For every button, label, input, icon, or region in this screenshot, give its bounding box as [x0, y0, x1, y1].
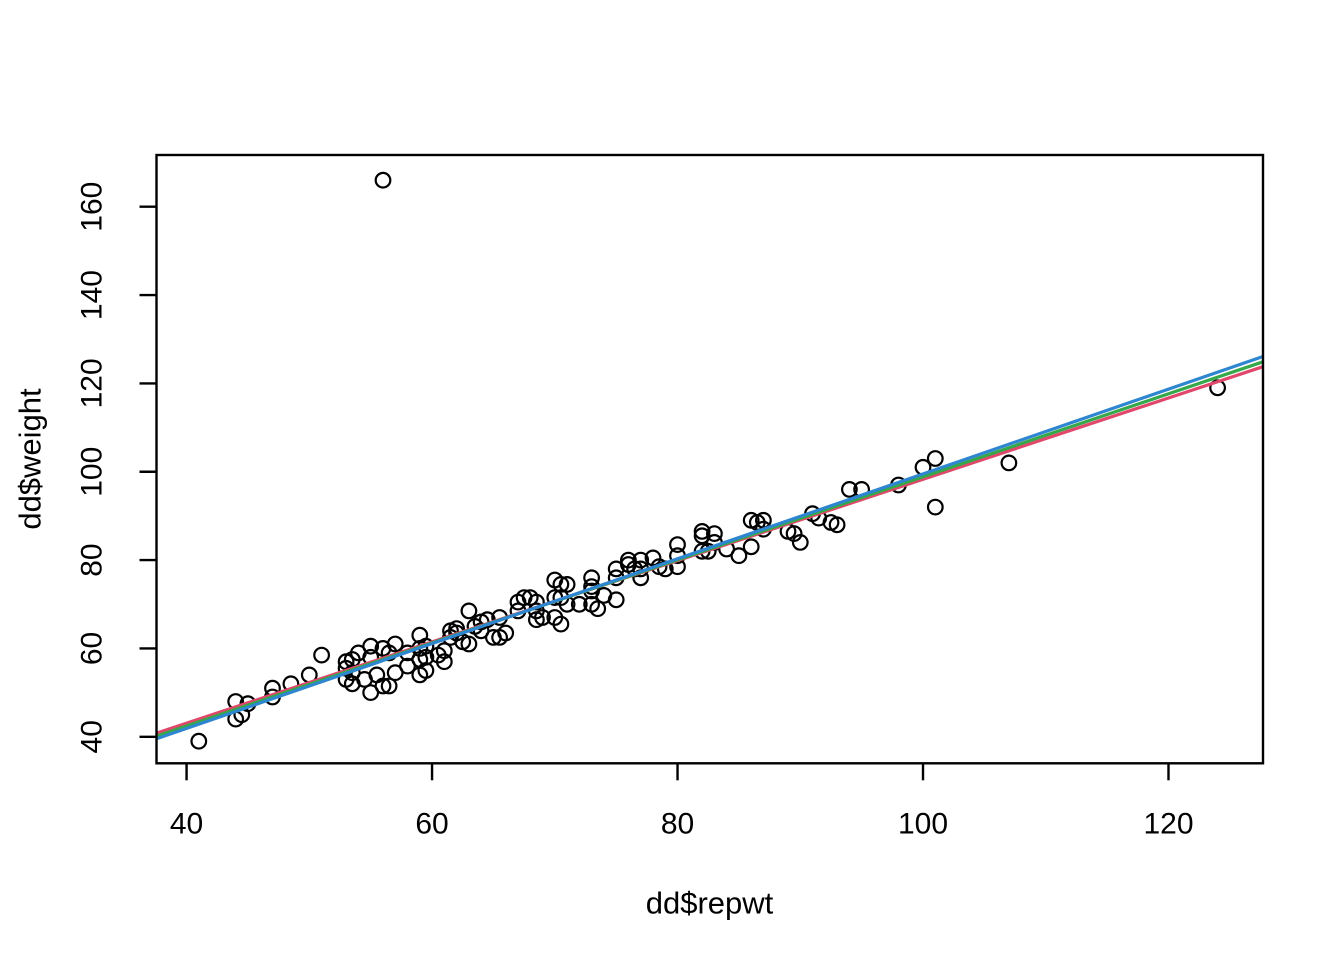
- y-tick-label: 100: [76, 447, 109, 497]
- data-point: [669, 536, 686, 553]
- y-tick-label: 120: [76, 358, 109, 408]
- scatter-points-layer: [190, 171, 1226, 750]
- y-tick-label: 140: [76, 270, 109, 320]
- data-point: [607, 591, 625, 609]
- data-point: [926, 498, 944, 516]
- y-axis-label: dd$weight: [13, 388, 48, 530]
- fit-line-blue: [155, 354, 1264, 741]
- data-point: [362, 637, 380, 655]
- data-point: [534, 609, 551, 626]
- data-point: [497, 624, 515, 642]
- data-point: [435, 642, 453, 660]
- data-point: [589, 600, 607, 618]
- data-point: [791, 534, 809, 551]
- data-point: [558, 576, 576, 593]
- data-point: [552, 576, 570, 593]
- data-point: [417, 648, 435, 666]
- x-tick-label: 100: [898, 808, 948, 841]
- data-point: [1000, 454, 1018, 472]
- data-point: [374, 677, 392, 695]
- data-point: [828, 516, 846, 534]
- x-tick-label: 40: [170, 808, 203, 841]
- data-point: [552, 615, 570, 633]
- data-point: [528, 593, 545, 611]
- x-axis-label: dd$repwt: [646, 886, 774, 921]
- data-point: [380, 677, 398, 695]
- data-point: [460, 635, 478, 653]
- y-tick-label: 60: [76, 632, 109, 665]
- regression-lines-layer: [155, 354, 1264, 741]
- data-point: [368, 666, 386, 684]
- y-tick-label: 40: [76, 720, 109, 753]
- plot-border-box: [155, 153, 1265, 765]
- x-tick-label: 80: [661, 808, 694, 841]
- data-point: [841, 481, 858, 498]
- data-point: [417, 662, 435, 679]
- y-tick-label: 80: [76, 543, 109, 576]
- data-point: [374, 171, 392, 189]
- data-point: [570, 595, 588, 613]
- axes-layer: 40 60 80 100 120 40 60 80 100 120 140 160: [76, 153, 1265, 841]
- data-point: [926, 450, 944, 467]
- data-point: [435, 653, 453, 671]
- data-point: [693, 523, 711, 540]
- data-point: [313, 646, 331, 664]
- data-point: [583, 569, 600, 587]
- y-tick-label: 160: [76, 182, 109, 232]
- data-point: [730, 547, 748, 565]
- data-point: [632, 551, 650, 569]
- x-tick-label: 60: [415, 808, 448, 841]
- data-point: [190, 732, 208, 750]
- x-tick-label: 120: [1143, 808, 1193, 841]
- data-point: [386, 635, 404, 653]
- data-point: [460, 602, 478, 620]
- data-point: [706, 525, 723, 542]
- data-point: [742, 538, 760, 556]
